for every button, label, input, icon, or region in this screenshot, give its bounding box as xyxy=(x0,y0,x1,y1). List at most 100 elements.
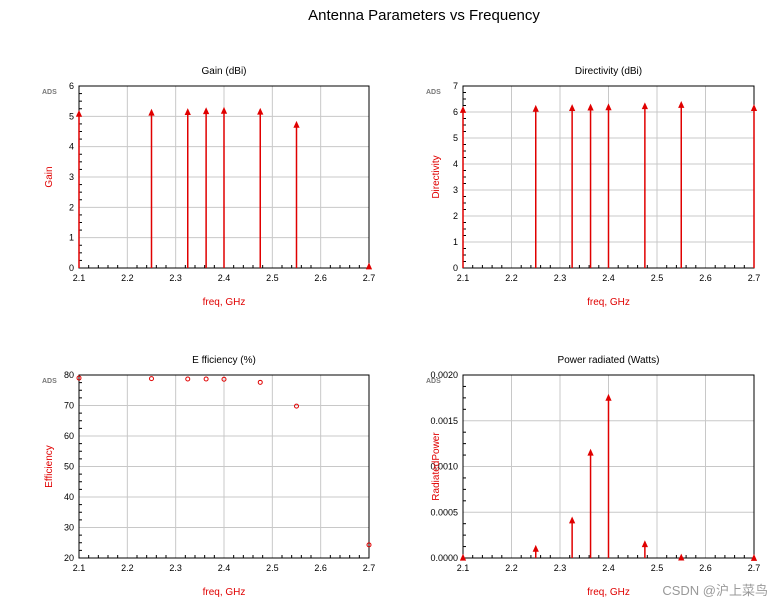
data-point-marker xyxy=(459,105,467,113)
x-tick-label: 2.3 xyxy=(169,273,182,283)
x-tick-label: 2.2 xyxy=(121,563,134,573)
data-point-marker xyxy=(76,375,82,381)
y-tick-label: 3 xyxy=(453,185,458,195)
x-tick-label: 2.2 xyxy=(505,563,518,573)
x-tick-label: 2.6 xyxy=(314,273,327,283)
y-tick-label: 3 xyxy=(69,172,74,182)
x-tick-label: 2.7 xyxy=(363,273,376,283)
chart-title: Power radiated (Watts) xyxy=(558,355,660,366)
y-tick-label: 4 xyxy=(453,159,458,169)
y-tick-label: 0 xyxy=(453,263,458,273)
y-tick-label: 60 xyxy=(64,431,74,441)
ads-brand-label: ADS xyxy=(426,378,441,385)
y-tick-label: 80 xyxy=(64,370,74,380)
data-point-marker xyxy=(294,403,299,409)
y-tick-label: 70 xyxy=(64,401,74,411)
data-point-marker xyxy=(678,553,685,561)
y-tick-label: 30 xyxy=(64,523,74,533)
data-point-marker xyxy=(257,107,264,115)
data-point-marker xyxy=(220,106,228,114)
data-point-marker xyxy=(641,540,648,548)
figure-title: Antenna Parameters vs Frequency xyxy=(308,7,540,24)
x-tick-label: 2.2 xyxy=(121,273,134,283)
x-tick-label: 2.5 xyxy=(651,273,664,283)
x-tick-label: 2.7 xyxy=(748,273,761,283)
data-point-marker xyxy=(569,104,576,111)
data-point-marker xyxy=(148,108,155,116)
x-tick-label: 2.1 xyxy=(73,273,86,283)
y-axis-label: Gain xyxy=(44,166,55,187)
x-tick-label: 2.7 xyxy=(363,563,376,573)
y-tick-label: 5 xyxy=(453,133,458,143)
y-tick-label: 0 xyxy=(69,263,74,273)
data-point-marker xyxy=(203,376,209,382)
x-tick-label: 2.6 xyxy=(699,273,712,283)
y-tick-label: 6 xyxy=(69,81,74,91)
data-point-marker xyxy=(750,554,758,561)
x-tick-label: 2.6 xyxy=(699,563,712,573)
chart-1: 2.1 2.2 2.3 2.4 2.5 2.6 2.7 0 1 2 3 4 5 6 Gain (dBi) fr… xyxy=(42,66,375,308)
x-tick-label: 2.5 xyxy=(266,273,279,283)
y-tick-label: 5 xyxy=(69,111,74,121)
y-tick-label: 2 xyxy=(69,202,74,212)
chart-4: 2.1 2.2 2.3 2.4 2.5 2.6 2.7 0.0000 0.0005 0.0010 0… xyxy=(426,355,760,598)
chart-title: E fficiency (%) xyxy=(192,355,256,366)
data-point-marker xyxy=(532,544,539,552)
y-tick-label: 7 xyxy=(453,81,458,91)
x-tick-label: 2.1 xyxy=(457,563,470,573)
y-tick-label: 1 xyxy=(453,237,458,247)
x-tick-label: 2.7 xyxy=(748,563,761,573)
y-tick-label: 0.0010 xyxy=(430,462,458,472)
data-point-marker xyxy=(605,393,612,401)
data-point-marker xyxy=(587,448,594,456)
y-tick-label: 2 xyxy=(453,211,458,221)
chart-title: Gain (dBi) xyxy=(201,66,246,77)
data-point-marker xyxy=(366,542,372,548)
data-point-marker xyxy=(293,120,300,128)
x-tick-label: 2.3 xyxy=(554,563,567,573)
x-axis-label: freq, GHz xyxy=(587,587,630,598)
x-tick-label: 2.5 xyxy=(266,563,279,573)
x-axis-label: freq, GHz xyxy=(203,297,246,308)
x-axis-label: freq, GHz xyxy=(587,297,630,308)
data-point-marker xyxy=(605,103,612,111)
y-tick-label: 20 xyxy=(64,553,74,563)
y-tick-label: 0.0020 xyxy=(430,370,458,380)
ads-brand-label: ADS xyxy=(426,89,441,96)
y-tick-label: 0.0000 xyxy=(430,553,458,563)
x-tick-label: 2.3 xyxy=(554,273,567,283)
data-point-marker xyxy=(221,376,227,382)
y-axis-label: RadiatedPower xyxy=(431,432,442,501)
plot-frame xyxy=(78,374,370,559)
y-tick-label: 50 xyxy=(64,462,74,472)
x-tick-label: 2.4 xyxy=(218,273,231,283)
y-tick-label: 0.0015 xyxy=(430,416,458,426)
data-point-marker xyxy=(532,104,539,112)
chart-2: 2.1 2.2 2.3 2.4 2.5 2.6 2.7 0 1 2 3 4 5 6 7 Directivity… xyxy=(426,66,760,308)
x-tick-label: 2.1 xyxy=(457,273,470,283)
data-point-marker xyxy=(365,262,373,270)
data-point-marker xyxy=(678,101,685,108)
data-point-marker xyxy=(641,102,648,110)
y-tick-label: 40 xyxy=(64,492,74,502)
data-point-marker xyxy=(149,376,154,382)
data-point-marker xyxy=(185,376,191,382)
ads-brand-label: ADS xyxy=(42,89,57,96)
x-tick-label: 2.6 xyxy=(314,563,327,573)
ads-brand-label: ADS xyxy=(42,378,57,385)
x-tick-label: 2.4 xyxy=(218,563,231,573)
y-tick-label: 1 xyxy=(69,233,74,243)
data-point-marker xyxy=(75,109,83,117)
y-tick-label: 0.0005 xyxy=(430,507,458,517)
data-point-marker xyxy=(184,108,191,115)
y-tick-label: 6 xyxy=(453,107,458,117)
data-point-marker xyxy=(459,553,467,561)
data-point-marker xyxy=(750,104,758,111)
data-point-marker xyxy=(569,516,576,524)
data-point-marker xyxy=(202,107,210,115)
x-tick-label: 2.4 xyxy=(602,273,615,283)
chart-3: 2.1 2.2 2.3 2.4 2.5 2.6 2.7 20 30 40 50 60 70 80 E ffi… xyxy=(42,355,375,598)
x-tick-label: 2.2 xyxy=(505,273,518,283)
y-axis-label: Directivity xyxy=(431,155,442,198)
